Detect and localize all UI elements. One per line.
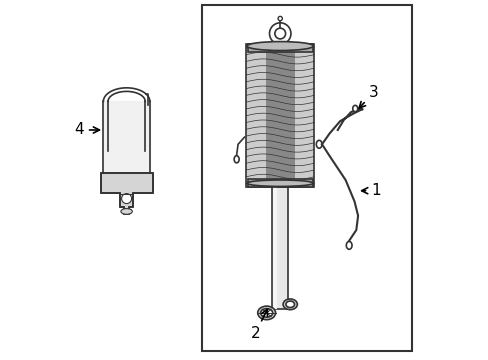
Text: 4: 4 — [74, 122, 99, 138]
Bar — [201, 5, 411, 351]
Circle shape — [274, 28, 285, 39]
Ellipse shape — [285, 301, 294, 307]
Circle shape — [278, 17, 282, 21]
Ellipse shape — [316, 140, 322, 148]
Circle shape — [269, 23, 290, 44]
Ellipse shape — [246, 41, 313, 50]
Bar — [247, 179, 312, 187]
Bar — [246, 44, 313, 187]
Bar — [247, 44, 312, 52]
Bar — [272, 187, 287, 309]
Ellipse shape — [257, 306, 275, 320]
Text: 3: 3 — [358, 85, 378, 108]
Polygon shape — [101, 173, 152, 214]
Ellipse shape — [260, 309, 272, 317]
Text: 2: 2 — [250, 309, 267, 341]
Ellipse shape — [283, 299, 297, 310]
Circle shape — [122, 194, 131, 203]
Ellipse shape — [346, 242, 351, 249]
Ellipse shape — [246, 180, 313, 186]
Ellipse shape — [352, 105, 357, 112]
Bar — [273, 187, 276, 309]
Bar — [265, 48, 294, 184]
Ellipse shape — [121, 208, 132, 214]
Text: 1: 1 — [361, 183, 380, 198]
Ellipse shape — [234, 156, 239, 163]
